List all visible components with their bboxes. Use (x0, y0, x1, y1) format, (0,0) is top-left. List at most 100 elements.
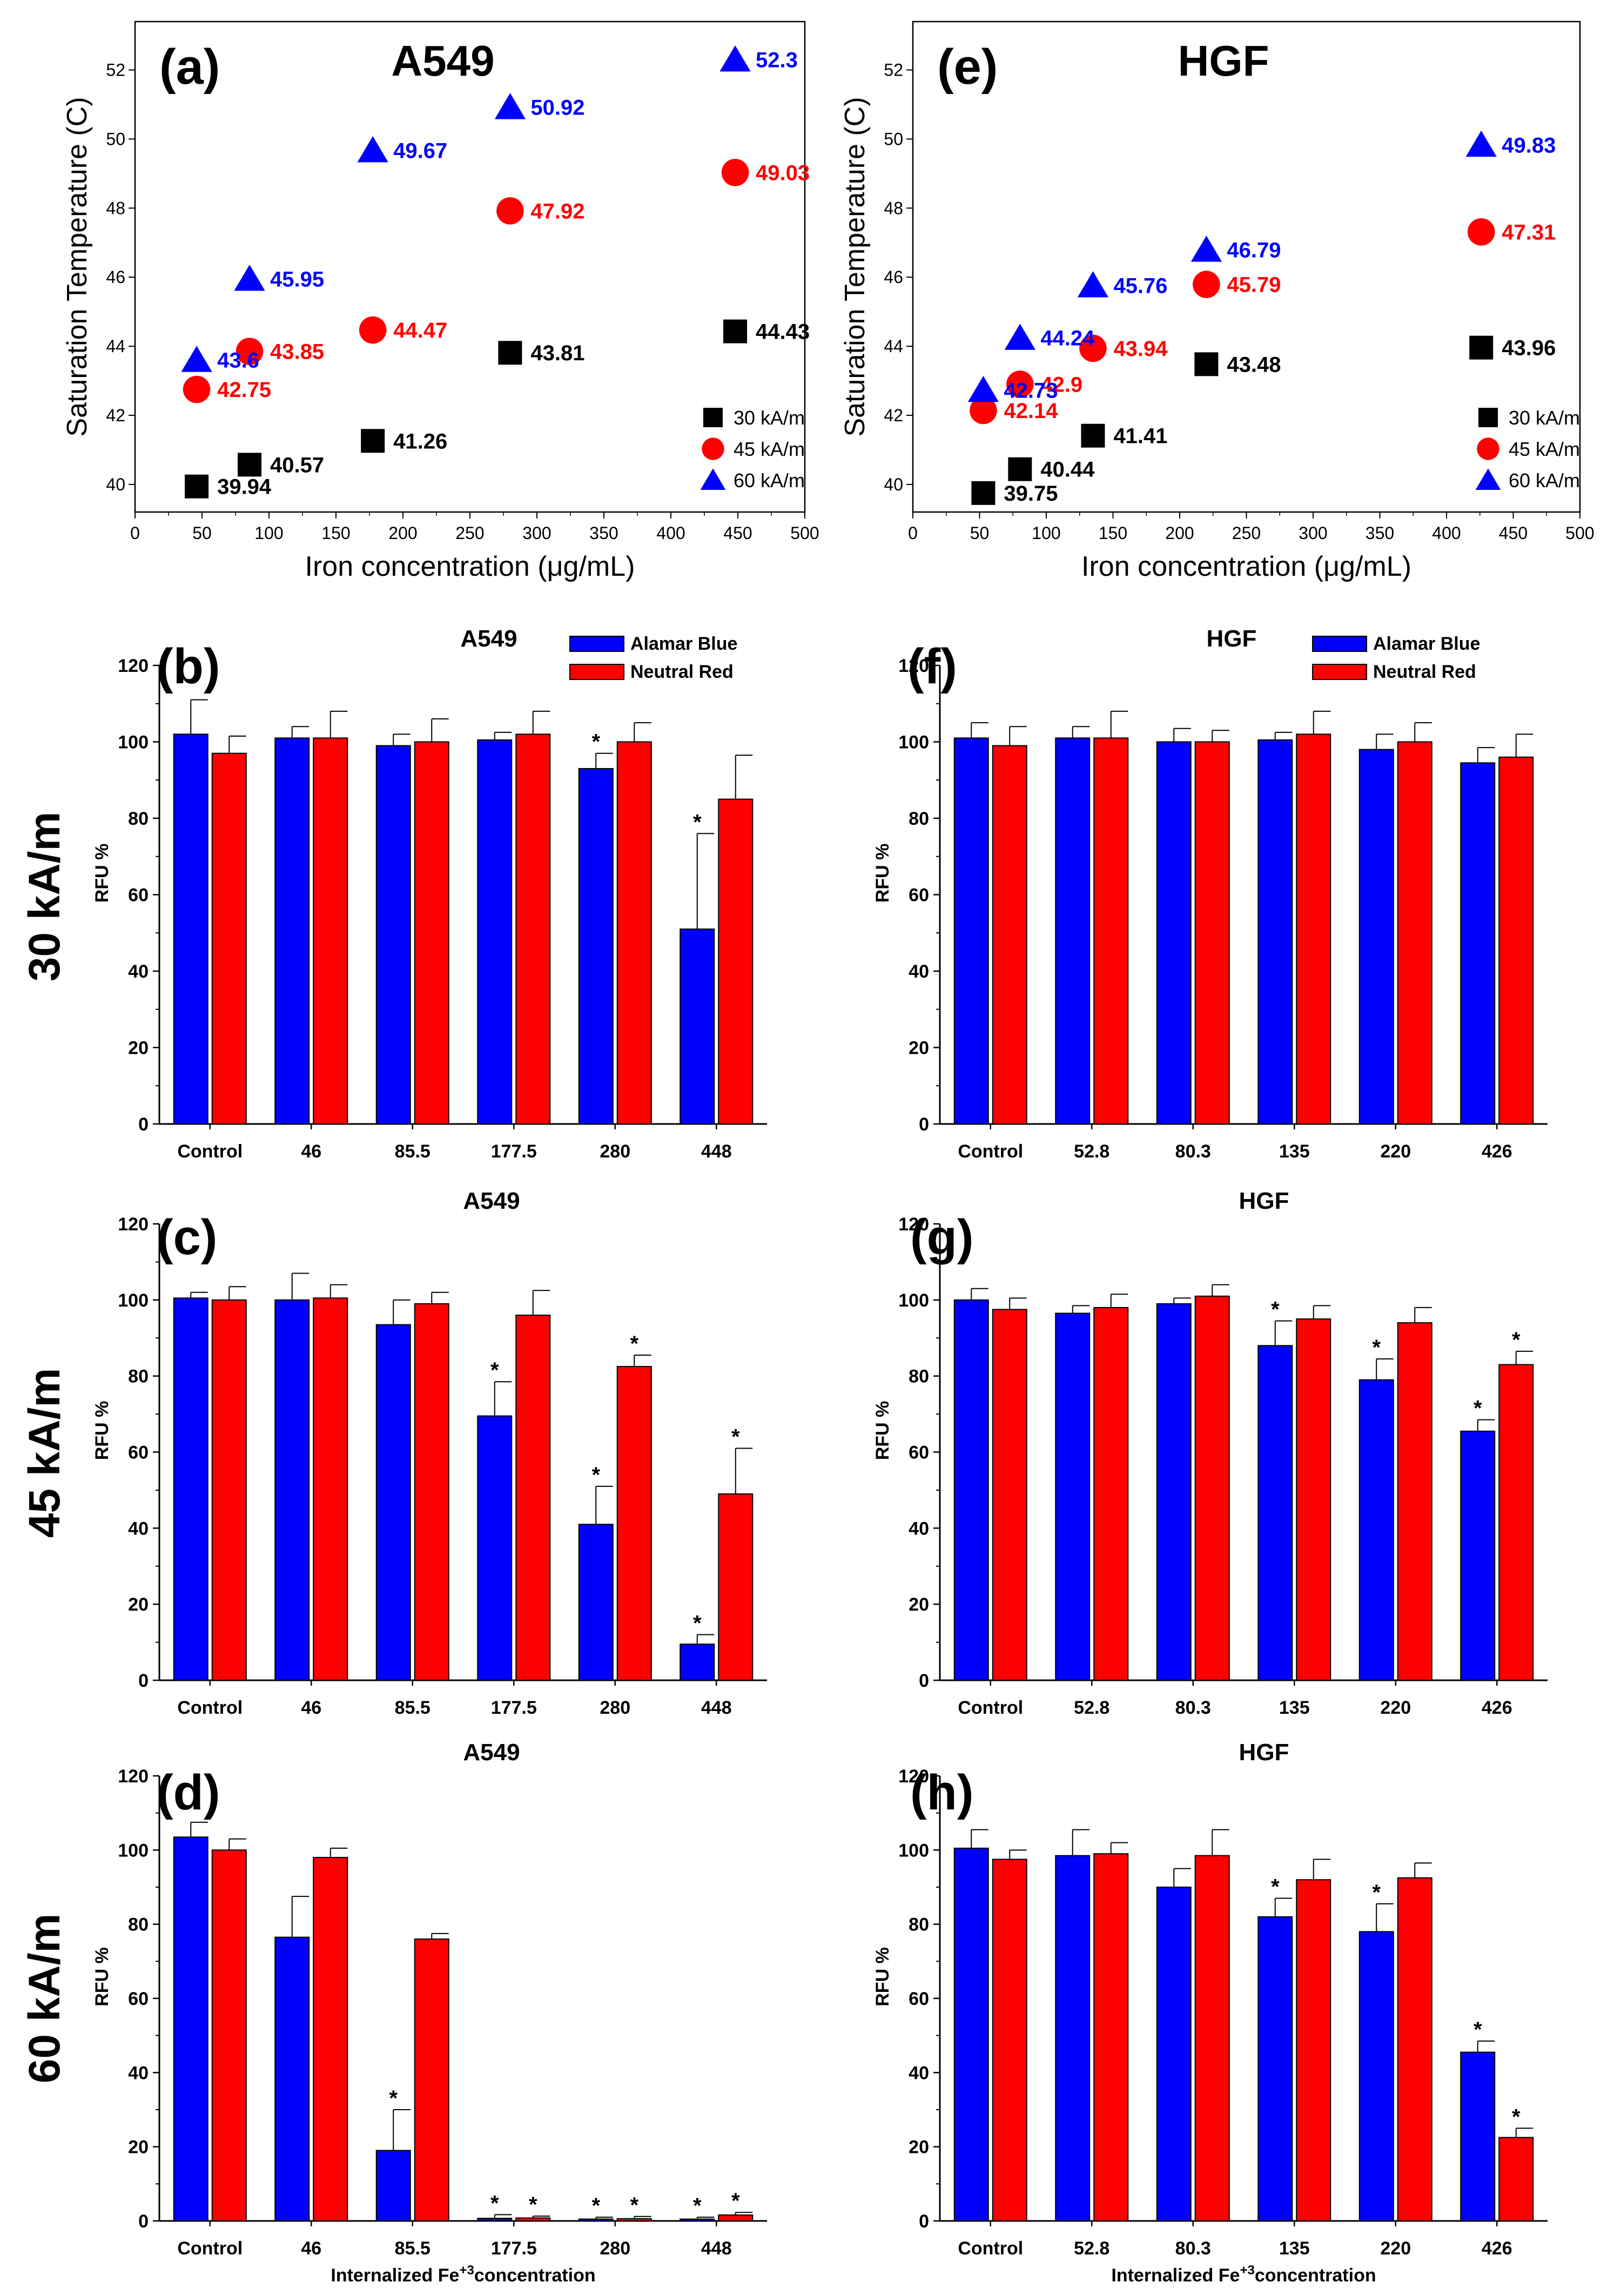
legend: Alamar Blue Neutral Red (569, 634, 737, 682)
significance-star: * (1512, 2105, 1521, 2129)
data-point-square (361, 429, 385, 453)
y-tick-label: 20 (128, 1038, 149, 1059)
y-tick-label: 40 (909, 961, 929, 982)
significance-star: * (490, 2191, 499, 2215)
x-tick-label: 300 (522, 523, 551, 543)
bar-neutral-red (1296, 1879, 1331, 2221)
bar-alamar-blue (1460, 762, 1496, 1125)
legend-label: 30 kA/m (734, 407, 805, 429)
x-tick-label: 280 (600, 1698, 630, 1718)
x-tick-label: 0 (130, 523, 140, 543)
y-tick-label: 120 (118, 1214, 149, 1235)
y-axis-label: RFU % (92, 844, 112, 903)
legend: Alamar Blue Neutral Red (1312, 634, 1480, 682)
legend-label: 30 kA/m (1509, 407, 1580, 429)
bar-alamar-blue (173, 733, 208, 1125)
data-point-circle (236, 338, 264, 365)
legend-swatch (569, 636, 624, 652)
x-label-superscript: +3 (1240, 2263, 1254, 2278)
y-tick-label: 48 (106, 198, 125, 218)
legend-swatch (1312, 636, 1367, 652)
bar-alamar-blue (1358, 749, 1394, 1125)
x-tick-label: 500 (790, 523, 819, 543)
data-label: 49.67 (393, 139, 447, 163)
panel-title: HGF (1239, 1188, 1289, 1214)
y-tick-label: 44 (884, 336, 903, 356)
significance-star: * (693, 2194, 702, 2218)
significance-star: * (731, 2189, 740, 2213)
data-point-square (1008, 457, 1032, 481)
bar-neutral-red (1194, 741, 1230, 1125)
bar-neutral-red (313, 737, 348, 1125)
bar-neutral-red (414, 741, 449, 1125)
bar-neutral-red (718, 2214, 754, 2221)
panel-letter: (h) (910, 1765, 973, 1820)
data-label: 47.92 (530, 199, 584, 223)
y-tick-label: 20 (128, 1594, 149, 1615)
series-circle: 42.14 42.9 43.94 45.79 47.31 (970, 218, 1556, 425)
y-tick-label: 52 (884, 60, 903, 80)
bar-alamar-blue (578, 768, 614, 1125)
data-point-circle (496, 197, 524, 225)
y-tick-label: 40 (106, 475, 125, 494)
x-tick-label: 450 (1499, 523, 1528, 543)
plot-frame (134, 21, 806, 513)
x-tick-label: 100 (254, 523, 283, 543)
data-point-circle (1079, 334, 1107, 362)
significance-star: * (490, 1358, 499, 1382)
bar-neutral-red (1194, 1855, 1230, 2221)
bar-neutral-red (718, 798, 754, 1125)
significance-star: * (591, 730, 600, 754)
data-point-triangle (181, 346, 212, 372)
bar-alamar-blue (1257, 1345, 1293, 1681)
data-point-triangle (1077, 271, 1109, 298)
y-tick-label: 44 (106, 336, 125, 356)
plot-frame (912, 21, 1581, 513)
series-triangle: 42.73 44.24 45.76 46.79 49.83 (967, 130, 1556, 402)
legend-marker-triangle (700, 468, 726, 490)
x-tick-label: 500 (1565, 523, 1594, 543)
bar-neutral-red (1498, 2137, 1534, 2221)
data-point-triangle (234, 264, 265, 291)
bar-alamar-blue (953, 737, 989, 1125)
bar-alamar-blue (953, 1299, 989, 1681)
significance-star: * (1372, 1336, 1381, 1359)
x-tick-label: 50 (970, 523, 990, 543)
x-tick-label: 50 (192, 523, 212, 543)
bar-alamar-blue (1156, 1303, 1192, 1681)
data-point-square (1469, 335, 1494, 360)
bar-neutral-red (1093, 1853, 1129, 2221)
bar-neutral-red (992, 1309, 1027, 1681)
data-point-square (1081, 423, 1105, 448)
data-point-circle (1006, 371, 1034, 398)
data-label: 43.96 (1502, 336, 1556, 360)
bar-alamar-blue (274, 1936, 310, 2221)
x-tick-label: 280 (600, 1141, 630, 1162)
panel-title: HGF (1239, 1739, 1289, 1766)
y-tick-label: 40 (884, 475, 903, 494)
bar-alamar-blue (375, 745, 411, 1125)
significance-star: * (630, 2193, 638, 2217)
y-tick-label: 42 (884, 406, 903, 425)
y-axis-label: RFU % (872, 1401, 893, 1460)
panel-letter: (g) (910, 1210, 973, 1265)
bar-neutral-red (1296, 733, 1331, 1125)
y-tick-label: 100 (118, 732, 149, 753)
x-tick-label: 80.3 (1175, 1698, 1211, 1718)
legend-label: Alamar Blue (630, 634, 737, 654)
y-tick-label: 40 (909, 2063, 929, 2083)
x-tick-label: 448 (701, 1698, 732, 1718)
y-axis-label: RFU % (92, 1947, 112, 2007)
data-label: 46.79 (1227, 239, 1281, 262)
panel-title: HGF (1207, 625, 1257, 652)
significance-star: * (591, 2194, 600, 2218)
y-axis-label: Saturation Temperature (C) (839, 97, 871, 436)
bar-panel-c: 0 20 40 60 80 100 120 RFU % (c) A549 Control 46 85.5… (92, 1188, 767, 1718)
x-label-part: concentration (474, 2265, 596, 2286)
bar-neutral-red (313, 1297, 348, 1681)
x-tick-label: 85.5 (395, 2238, 431, 2259)
legend-label: Alamar Blue (1373, 634, 1480, 654)
data-label: 39.75 (1004, 482, 1058, 506)
data-label: 39.94 (217, 475, 272, 499)
